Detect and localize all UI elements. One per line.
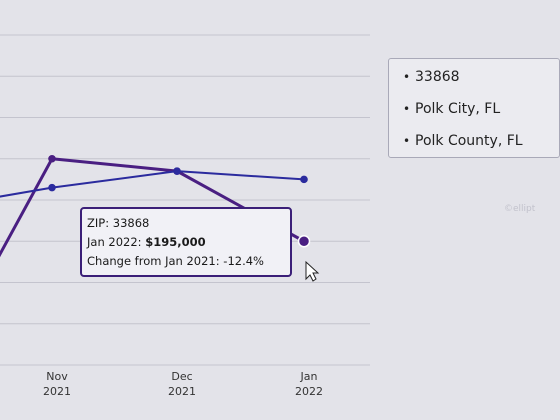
tooltip-change-value: -12.4% — [223, 254, 264, 268]
legend-bullet-icon: • — [403, 134, 411, 148]
tooltip-change-label: Change from Jan 2021: — [87, 254, 220, 268]
legend-item-33868[interactable]: • 33868 — [403, 69, 460, 85]
legend-label: Polk City, FL — [415, 101, 501, 117]
series-line-0 — [0, 157, 305, 258]
tooltip-date-label: Jan 2022: — [87, 235, 142, 249]
legend-bullet-icon: • — [403, 70, 411, 84]
tooltip-zip-value: 33868 — [112, 216, 150, 230]
tooltip-price-row: Jan 2022: $195,000 — [87, 233, 290, 252]
x-tick-year: 2021 — [168, 385, 196, 398]
chart-legend: • 33868 • Polk City, FL • Polk County, FL — [388, 58, 560, 158]
x-tick-month: Jan — [300, 370, 318, 383]
legend-item-polk-city[interactable]: • Polk City, FL — [403, 101, 500, 117]
data-point — [48, 154, 56, 163]
legend-bullet-icon: • — [403, 102, 411, 116]
data-point — [173, 167, 181, 175]
tooltip-zip-label: ZIP: — [87, 216, 110, 230]
data-tooltip: ZIP: 33868 Jan 2022: $195,000 Change fro… — [80, 207, 292, 277]
data-point — [48, 183, 56, 192]
data-point — [300, 175, 308, 184]
tooltip-zip-row: ZIP: 33868 — [87, 214, 290, 233]
tooltip-change-row: Change from Jan 2021: -12.4% — [87, 252, 290, 271]
legend-item-polk-county[interactable]: • Polk County, FL — [403, 133, 523, 149]
legend-label: Polk County, FL — [415, 133, 523, 149]
series-line-1 — [0, 170, 305, 198]
legend-label: 33868 — [415, 69, 460, 85]
x-tick-month: Dec — [171, 370, 192, 383]
x-tick-year: 2022 — [295, 385, 323, 398]
mouse-cursor-icon — [305, 260, 320, 282]
data-point — [297, 235, 311, 248]
x-tick-year: 2021 — [43, 385, 71, 398]
x-tick-month: Nov — [46, 370, 68, 383]
watermark-text: ©ellipt — [504, 204, 536, 214]
tooltip-price-value: $195,000 — [145, 235, 206, 249]
